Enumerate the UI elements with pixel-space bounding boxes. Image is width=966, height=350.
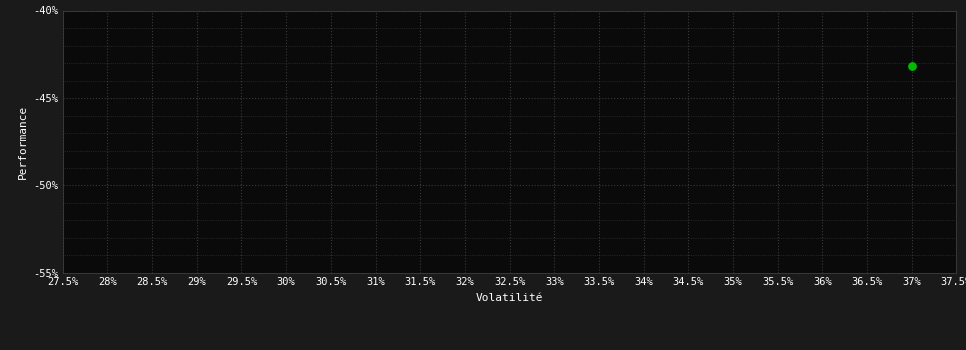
X-axis label: Volatilité: Volatilité — [476, 293, 543, 303]
Y-axis label: Performance: Performance — [18, 105, 28, 179]
Point — [904, 64, 920, 69]
